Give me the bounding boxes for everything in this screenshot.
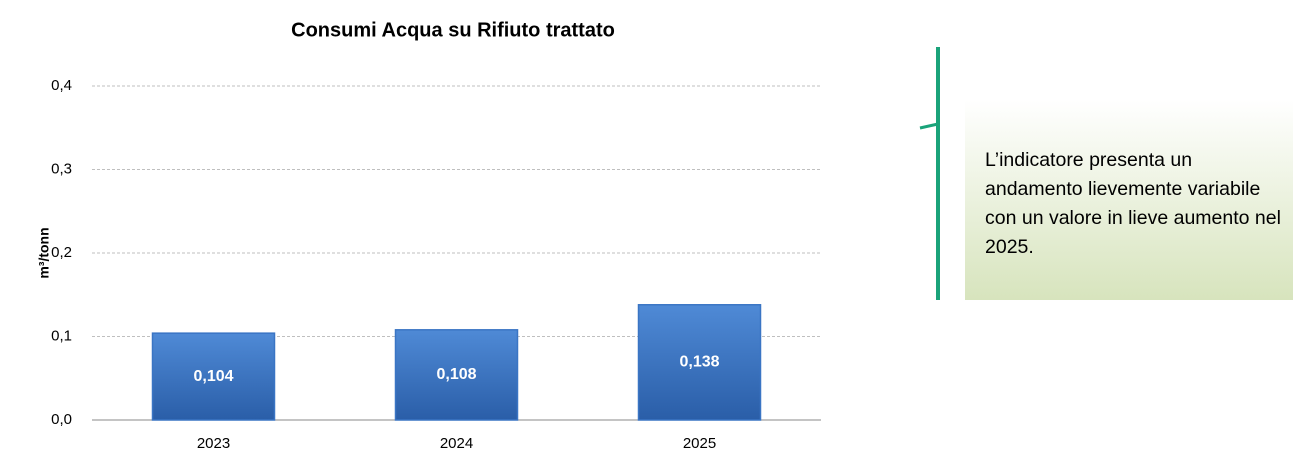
y-axis-label: m³/tonn xyxy=(36,227,52,278)
y-tick-label: 0,1 xyxy=(51,327,72,344)
bar xyxy=(151,332,276,421)
callout-tick xyxy=(919,122,939,130)
x-tick-label: 2024 xyxy=(440,435,473,452)
data-label: 0,138 xyxy=(679,354,719,371)
x-tick-label: 2025 xyxy=(683,435,716,452)
y-tick-label: 0,0 xyxy=(51,411,72,428)
x-tick-label: 2023 xyxy=(197,435,230,452)
callout-box: L’indicatore presenta un andamento lieve… xyxy=(965,100,1293,300)
bar xyxy=(394,329,519,421)
y-tick-label: 0,2 xyxy=(51,244,72,261)
data-label: 0,108 xyxy=(436,366,476,383)
chart-title: Consumi Acqua su Rifiuto trattato xyxy=(291,19,615,41)
y-tick-label: 0,4 xyxy=(51,77,72,94)
y-tick-label: 0,3 xyxy=(51,160,72,177)
bar xyxy=(637,304,762,421)
data-label: 0,104 xyxy=(193,368,233,385)
callout-text: L’indicatore presenta un andamento lieve… xyxy=(985,149,1281,258)
